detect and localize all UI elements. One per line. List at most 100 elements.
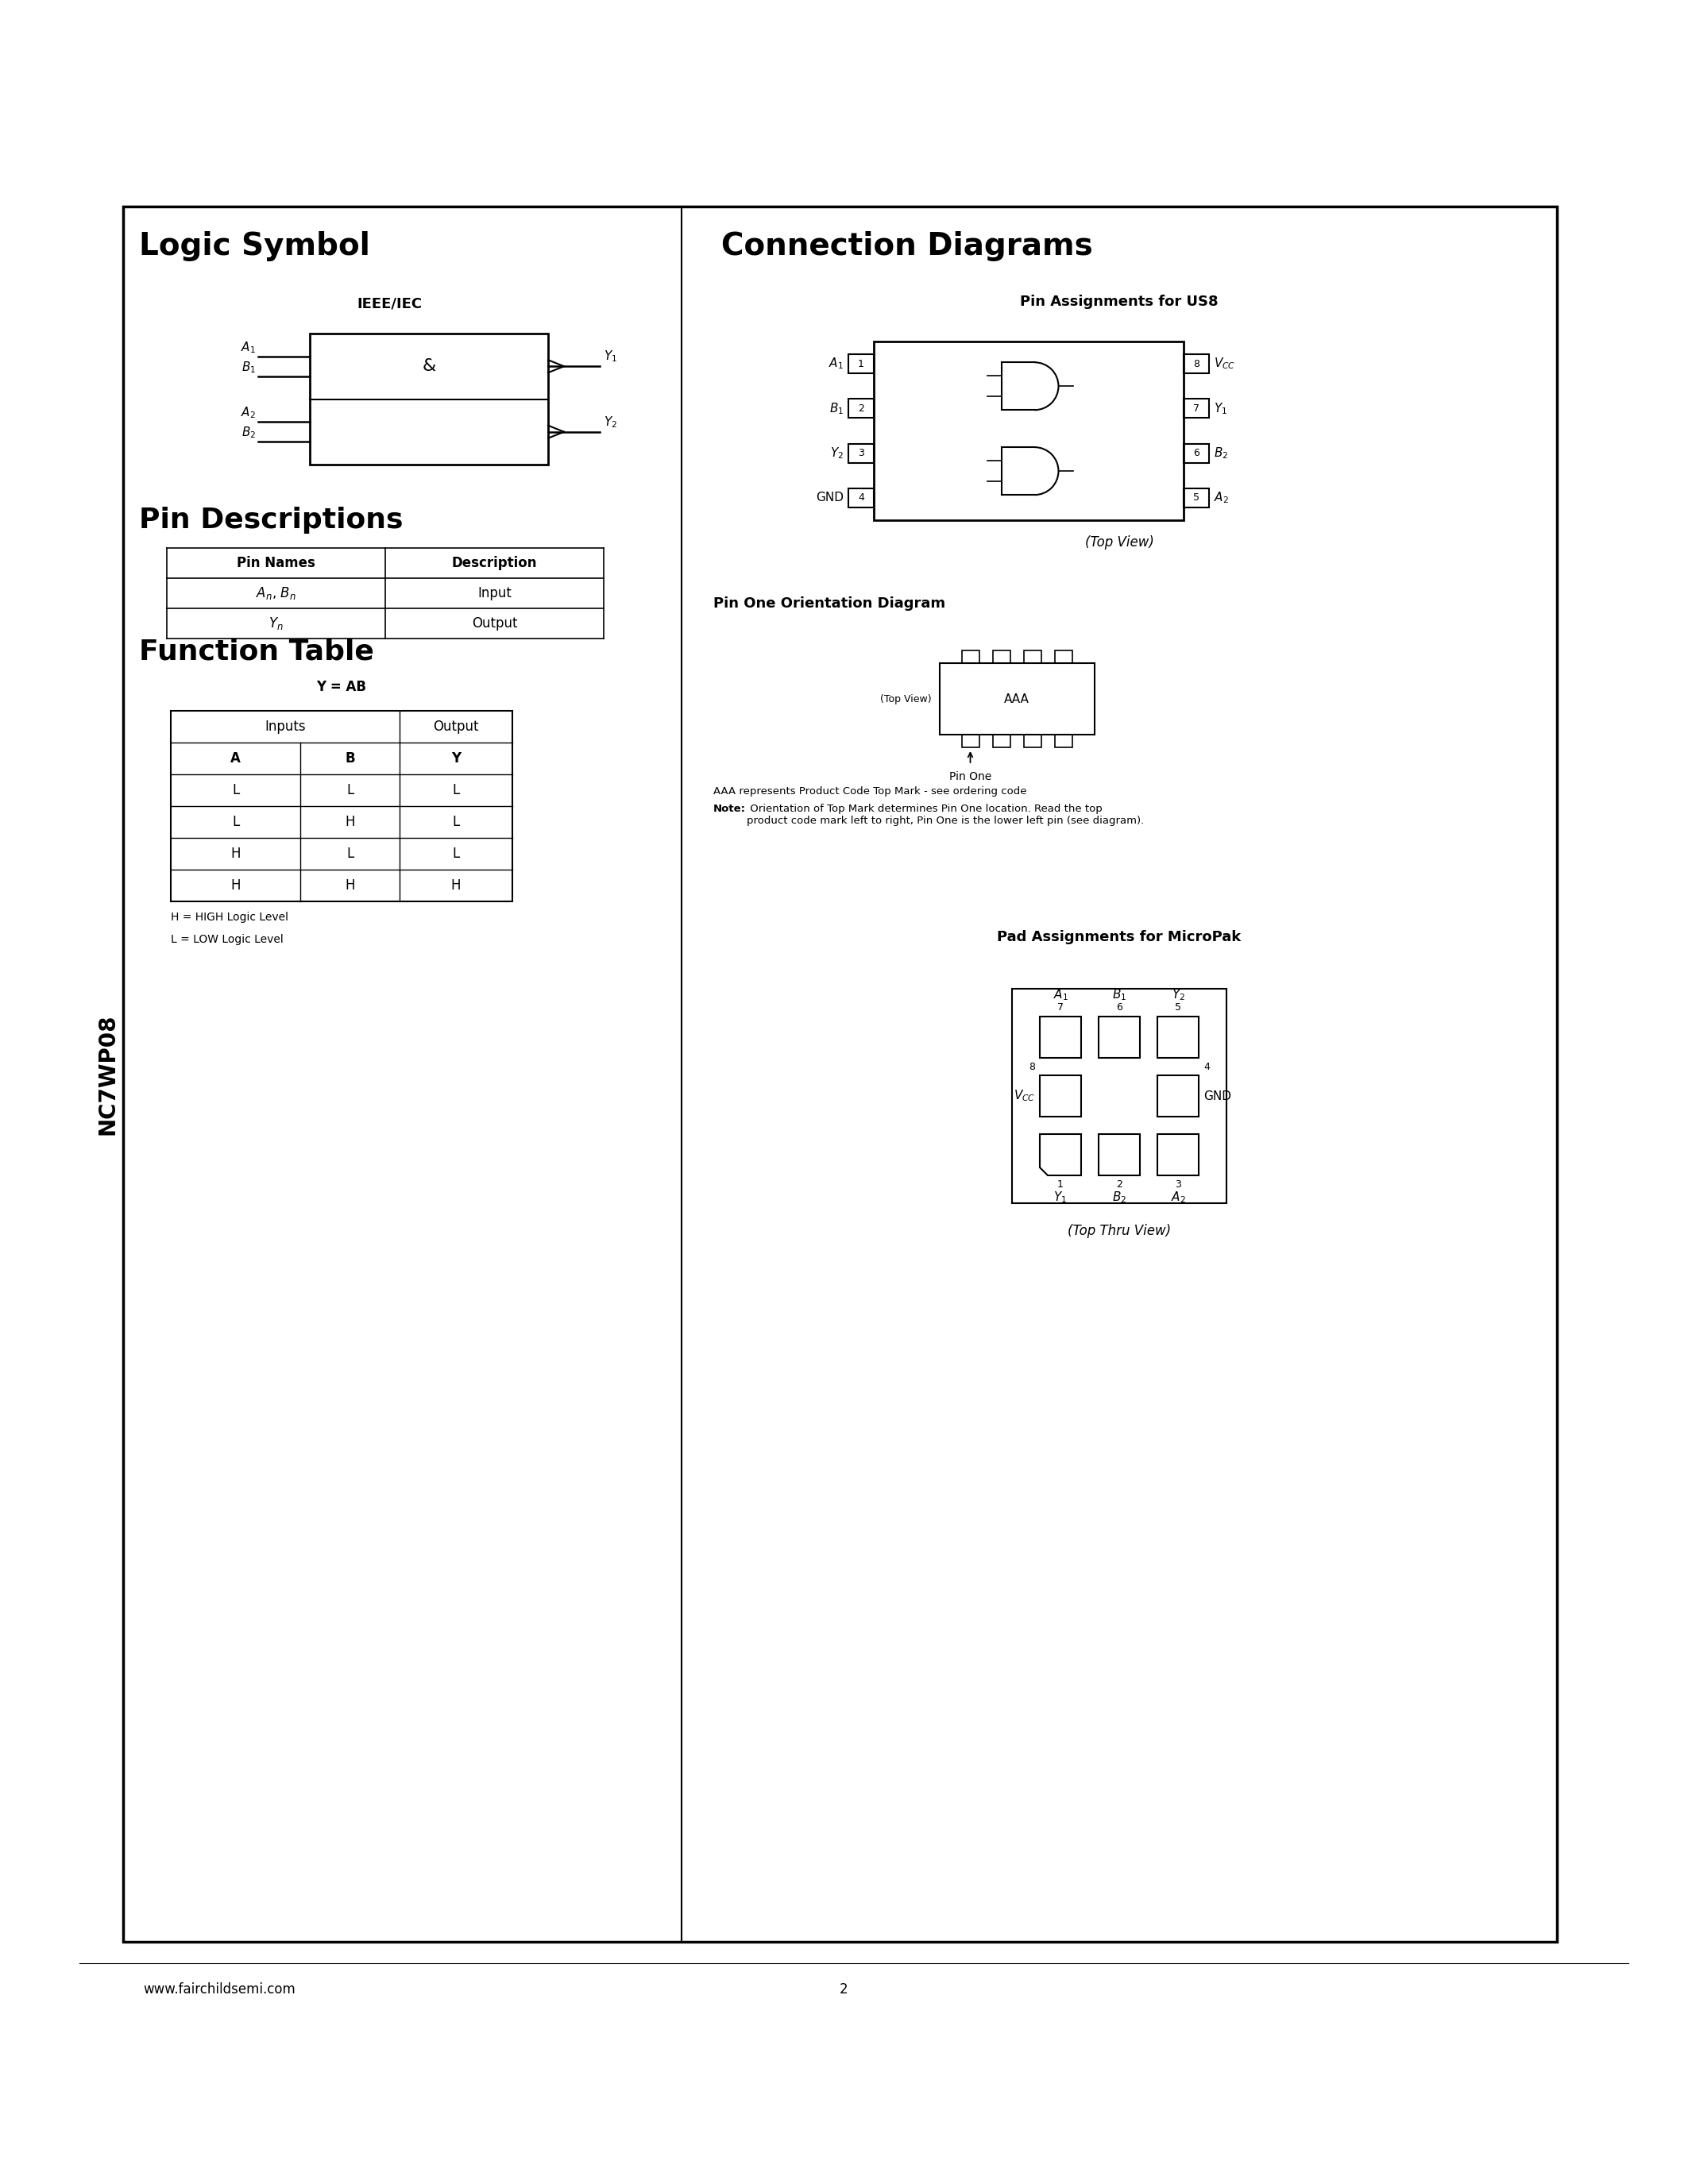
Text: (Top View): (Top View) [1085,535,1155,550]
Text: A: A [231,751,241,767]
Text: Input: Input [478,585,511,601]
Text: IEEE/IEC: IEEE/IEC [356,297,422,310]
Text: L: L [452,784,459,797]
Text: $B_1$: $B_1$ [1112,987,1126,1002]
Bar [123,207,1556,1942]
Text: 4: 4 [1204,1061,1210,1072]
Bar [1040,1016,1080,1057]
Text: L: L [452,815,459,830]
Text: H: H [231,878,241,893]
Text: 1: 1 [858,358,864,369]
Text: AAA: AAA [1004,692,1030,705]
Bar [1158,1075,1198,1116]
Text: Pin One Orientation Diagram: Pin One Orientation Diagram [714,596,945,612]
Bar [1023,651,1041,664]
Text: (Top Thru View): (Top Thru View) [1067,1223,1171,1238]
Bar [311,334,549,465]
Bar [1183,489,1209,507]
Text: 3: 3 [1175,1179,1182,1190]
Text: Pin Names: Pin Names [236,557,316,570]
Text: Pin Assignments for US8: Pin Assignments for US8 [1020,295,1219,308]
Text: 1: 1 [1057,1179,1063,1190]
Bar [993,734,1009,747]
Text: $Y_2$: $Y_2$ [830,446,844,461]
Text: H = HIGH Logic Level: H = HIGH Logic Level [170,911,289,924]
Bar [1183,400,1209,417]
Text: H: H [231,847,241,860]
Text: 3: 3 [858,448,864,459]
Text: L: L [452,847,459,860]
Bar [962,734,979,747]
Text: $V_{CC}$: $V_{CC}$ [1013,1088,1035,1103]
Text: L: L [346,784,354,797]
Text: Pin One: Pin One [949,771,991,782]
Text: $A_2$: $A_2$ [1170,1190,1185,1206]
Text: $Y_2$: $Y_2$ [604,415,618,430]
Bar [1183,354,1209,373]
Bar [1055,651,1072,664]
Bar [1158,1016,1198,1057]
Text: H: H [451,878,461,893]
Text: NC7WP08: NC7WP08 [96,1013,118,1136]
Text: Output: Output [471,616,517,631]
Text: 2: 2 [1116,1179,1123,1190]
Bar [939,664,1094,734]
Text: $A_1$: $A_1$ [241,341,257,356]
Text: H: H [344,878,354,893]
Text: www.fairchildsemi.com: www.fairchildsemi.com [143,1983,295,1996]
Bar [1013,989,1227,1203]
Bar [874,341,1183,520]
Text: Note:: Note: [714,804,746,815]
Text: Y: Y [451,751,461,767]
Text: Connection Diagrams: Connection Diagrams [721,232,1092,262]
Text: 6: 6 [1193,448,1200,459]
Text: 5: 5 [1193,494,1200,502]
Bar [962,651,979,664]
Text: L: L [346,847,354,860]
Bar [849,400,874,417]
Text: $A_2$: $A_2$ [241,406,257,422]
Text: $Y_n$: $Y_n$ [268,616,284,631]
Bar [1183,443,1209,463]
Text: $B_2$: $B_2$ [241,426,257,441]
Bar [1040,1075,1080,1116]
Text: Orientation of Top Mark determines Pin One location. Read the top
product code m: Orientation of Top Mark determines Pin O… [746,804,1144,826]
Text: GND: GND [1204,1090,1231,1103]
Bar [993,651,1009,664]
Text: Y = AB: Y = AB [317,679,366,695]
Text: $A_1$: $A_1$ [1053,987,1069,1002]
Text: $Y_1$: $Y_1$ [1214,402,1227,415]
Text: L: L [231,784,240,797]
Text: 6: 6 [1116,1002,1123,1013]
Text: Output: Output [434,719,479,734]
Bar [1158,1133,1198,1175]
Text: 5: 5 [1175,1002,1182,1013]
Bar [1099,1016,1139,1057]
Text: Function Table: Function Table [138,638,375,664]
Bar [1055,734,1072,747]
Text: $A_n$, $B_n$: $A_n$, $B_n$ [257,585,295,601]
Text: 8: 8 [1028,1061,1035,1072]
Text: $Y_1$: $Y_1$ [604,349,618,365]
Text: (Top View): (Top View) [879,695,932,703]
Text: Logic Symbol: Logic Symbol [138,232,370,262]
Text: L: L [231,815,240,830]
Text: H: H [344,815,354,830]
Text: 7: 7 [1057,1002,1063,1013]
Text: $V_{CC}$: $V_{CC}$ [1214,356,1236,371]
Text: $Y_2$: $Y_2$ [1171,987,1185,1002]
Bar [849,354,874,373]
Text: $B_2$: $B_2$ [1112,1190,1126,1206]
Bar [170,710,513,902]
Text: &: & [422,358,436,373]
Text: Pin Descriptions: Pin Descriptions [138,507,403,533]
Text: 8: 8 [1193,358,1200,369]
Text: $A_1$: $A_1$ [829,356,844,371]
Text: Pad Assignments for MicroPak: Pad Assignments for MicroPak [998,930,1241,943]
Text: GND: GND [815,491,844,505]
Text: Description: Description [452,557,537,570]
Text: 7: 7 [1193,404,1200,413]
Bar [849,443,874,463]
Text: $Y_1$: $Y_1$ [1053,1190,1067,1206]
Bar [1023,734,1041,747]
